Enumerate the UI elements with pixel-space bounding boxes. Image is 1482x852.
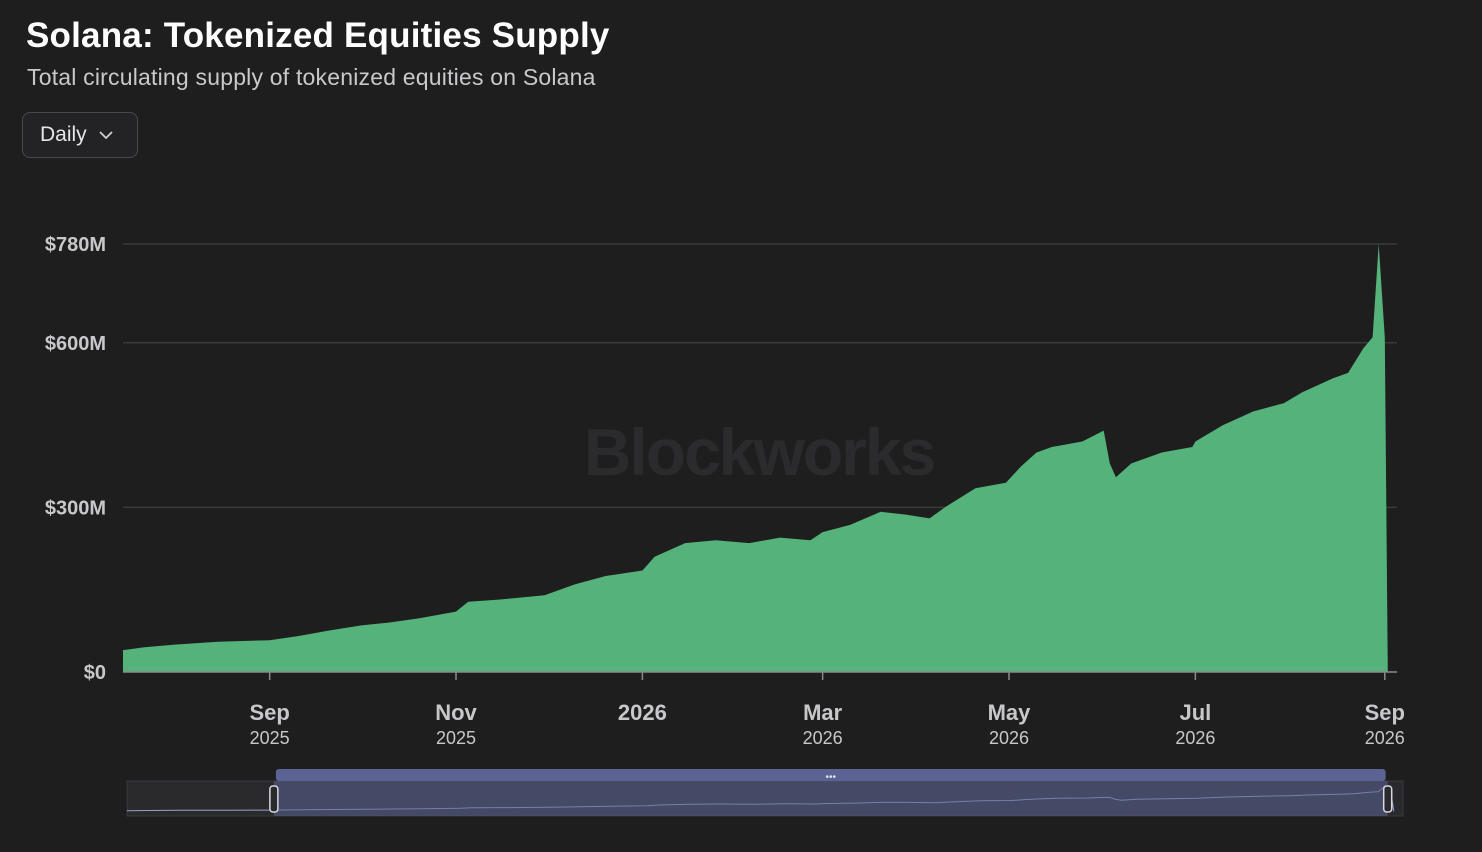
x-tick-label: 2026 (618, 700, 667, 725)
x-axis-ticks: Sep 2025 Nov 2025 2026 Mar 2026 May 2026 Jul 2026 S… (249, 672, 1405, 748)
watermark-logo: Blockworks (584, 415, 934, 489)
navigator-handle-right[interactable] (1382, 785, 1393, 813)
x-tick-label: Sep (1365, 700, 1405, 725)
x-tick-sublabel: 2025 (436, 728, 476, 748)
navigator-handle-left[interactable] (269, 785, 279, 813)
x-tick-label: Jul (1179, 700, 1211, 725)
range-navigator[interactable]: ••• (126, 769, 1404, 817)
chevron-down-icon (99, 127, 115, 143)
x-tick-sublabel: 2026 (989, 728, 1029, 748)
y-tick-label: $600M (45, 333, 106, 355)
y-tick-label: $780M (45, 234, 106, 256)
chart-title: Solana: Tokenized Equities Supply (26, 16, 610, 55)
x-tick-label: Sep (249, 700, 289, 725)
x-tick-label: Nov (435, 700, 477, 725)
interval-dropdown-label: Daily (40, 123, 87, 146)
chart-subtitle: Total circulating supply of tokenized eq… (27, 64, 596, 90)
x-tick-label: May (988, 700, 1032, 725)
x-tick-label: Mar (803, 700, 843, 725)
navigator-selection[interactable] (273, 781, 1388, 816)
x-tick-sublabel: 2026 (1175, 728, 1215, 748)
navigator-grip[interactable]: ••• (826, 772, 837, 783)
x-tick-sublabel: 2025 (250, 728, 290, 748)
y-axis-ticks: $0 $300M $600M $780M (45, 234, 106, 684)
x-tick-sublabel: 2026 (803, 728, 843, 748)
interval-dropdown[interactable]: Daily (22, 112, 138, 158)
y-tick-label: $0 (84, 662, 106, 684)
navigator-scrollbar[interactable] (275, 769, 1386, 781)
x-tick-sublabel: 2026 (1365, 728, 1405, 748)
supply-area-series (123, 244, 1388, 672)
y-tick-label: $300M (45, 497, 106, 519)
